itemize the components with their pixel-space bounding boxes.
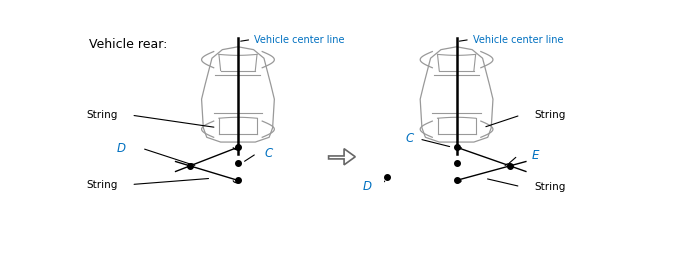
Text: Vehicle rear:: Vehicle rear: [89, 38, 167, 51]
Text: C: C [406, 132, 414, 146]
Text: String: String [534, 110, 566, 120]
Text: Vehicle center line: Vehicle center line [473, 34, 563, 45]
Text: D: D [363, 180, 372, 193]
Text: String: String [87, 110, 118, 120]
Text: D: D [117, 142, 126, 155]
Text: C: C [265, 147, 273, 160]
Text: String: String [534, 182, 566, 192]
Text: String: String [87, 179, 118, 190]
Text: Vehicle center line: Vehicle center line [254, 34, 345, 45]
Text: E: E [531, 149, 539, 162]
